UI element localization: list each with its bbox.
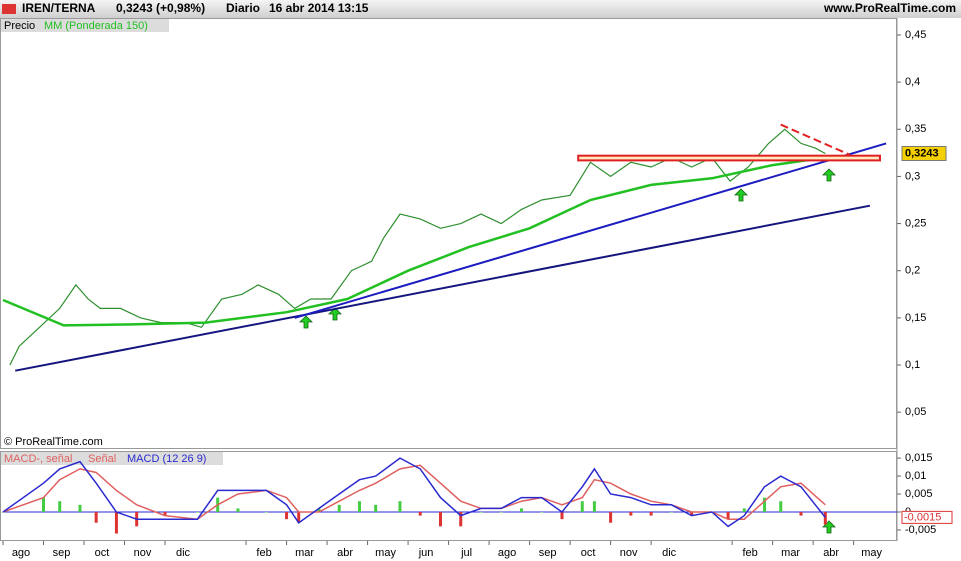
x-tick-label: ago [12,547,30,559]
histogram-bar [799,511,803,516]
x-tick-label: mar [295,547,314,559]
histogram-bar [42,497,46,512]
x-tick-label: oct [581,547,596,559]
legend-entry: MACD (12 26 9) [127,453,206,465]
x-tick-label: feb [256,547,271,559]
resistance-zone [577,154,881,162]
x-tick-label: abr [337,547,353,559]
x-tick-label: sep [539,547,557,559]
trend-line [15,204,871,372]
macd-line [2,457,826,528]
histogram-bar [114,511,118,534]
histogram-bar [459,511,463,527]
histogram-bar [357,501,361,512]
y-tick-label: 0,45 [905,29,926,41]
histogram-bar [58,501,62,512]
price-line [2,156,826,327]
histogram-bar [163,511,167,516]
histogram-bar [726,511,730,520]
legend-entry: MM (Ponderada 150) [44,20,148,32]
header-title: IREN/TERNA [22,1,96,15]
y-tick-label: 0,1 [905,359,920,371]
legend-box [1,19,169,32]
header-bar [0,0,961,18]
x-tick-label: abr [823,547,839,559]
x-tick-label: mar [781,547,800,559]
histogram-bar [285,511,289,520]
price-line [9,128,826,366]
x-tick-label: dic [662,547,677,559]
histogram-bar [317,508,321,512]
histogram-bar [297,511,301,523]
histogram-bar [398,501,402,512]
histogram-bar [690,511,694,516]
last-value-label: -0,0015 [904,511,941,523]
histogram-bar [236,508,240,512]
y-tick-label: 0,35 [905,123,926,135]
x-tick-label: may [375,547,396,559]
signal-arrows [299,168,836,534]
x-tick-label: feb [742,547,757,559]
macd-line [2,464,826,520]
histogram-bar [374,504,378,512]
legend-entry: MACD-, señal [4,453,72,465]
histogram-bar [629,511,633,516]
x-tick-label: jun [418,547,434,559]
header-site: www.ProRealTime.com [823,1,956,15]
histogram-bar [519,508,523,512]
copyright: © ProRealTime.com [4,436,103,448]
histogram-bar [592,501,596,512]
arrow [734,188,748,202]
histogram-bar [823,511,827,525]
histogram-bar [560,511,564,520]
x-tick-label: oct [95,547,110,559]
arrow [299,315,313,329]
last-value-box [901,146,947,162]
header-datetime: 16 abr 2014 13:15 [269,1,369,15]
last-value-label: 0,3243 [905,147,939,159]
x-tick-label: ago [498,547,516,559]
x-tick-label: may [861,547,882,559]
y-tick-label: 0,015 [905,452,933,464]
last-value-box [901,510,953,524]
histogram-bar [418,511,422,516]
y-tick-label: 0,01 [905,470,926,482]
y-tick-label: 0,15 [905,312,926,324]
legend-entry: Señal [88,453,116,465]
y-tick-label: 0,25 [905,217,926,229]
legend-box [1,452,223,465]
header-period: Diario [226,1,260,15]
arrow [328,307,342,321]
header-icon [2,4,16,14]
histogram-bar [779,501,783,512]
x-tick-label: dic [176,547,191,559]
y-tick-label: 0,4 [905,76,920,88]
x-tick-label: sep [53,547,71,559]
y-tick-label: 0,3 [905,170,920,182]
histogram-bar [438,511,442,527]
x-tick-label: nov [134,547,152,559]
histogram-bar [78,504,82,512]
histogram-bar [580,501,584,512]
histogram-bar [742,508,746,512]
legend-entry: Precio [4,20,35,32]
histogram-bar [609,511,613,523]
trend-line [294,142,887,319]
y-tick-label: 0,2 [905,265,920,277]
header-quote: 0,3243 (+0,98%) [116,1,205,15]
y-tick-label: 0,05 [905,406,926,418]
x-tick-label: nov [620,547,638,559]
y-tick-label: 0,005 [905,488,933,500]
histogram-bar [94,511,98,523]
x-tick-label: jul [460,547,472,559]
trend-line [780,123,851,156]
arrow [822,168,836,182]
histogram-bar [337,504,341,512]
y-tick-label: -0,005 [905,524,936,536]
histogram-bar [763,497,767,512]
histogram-bar [649,511,653,516]
price-panel [0,18,897,449]
